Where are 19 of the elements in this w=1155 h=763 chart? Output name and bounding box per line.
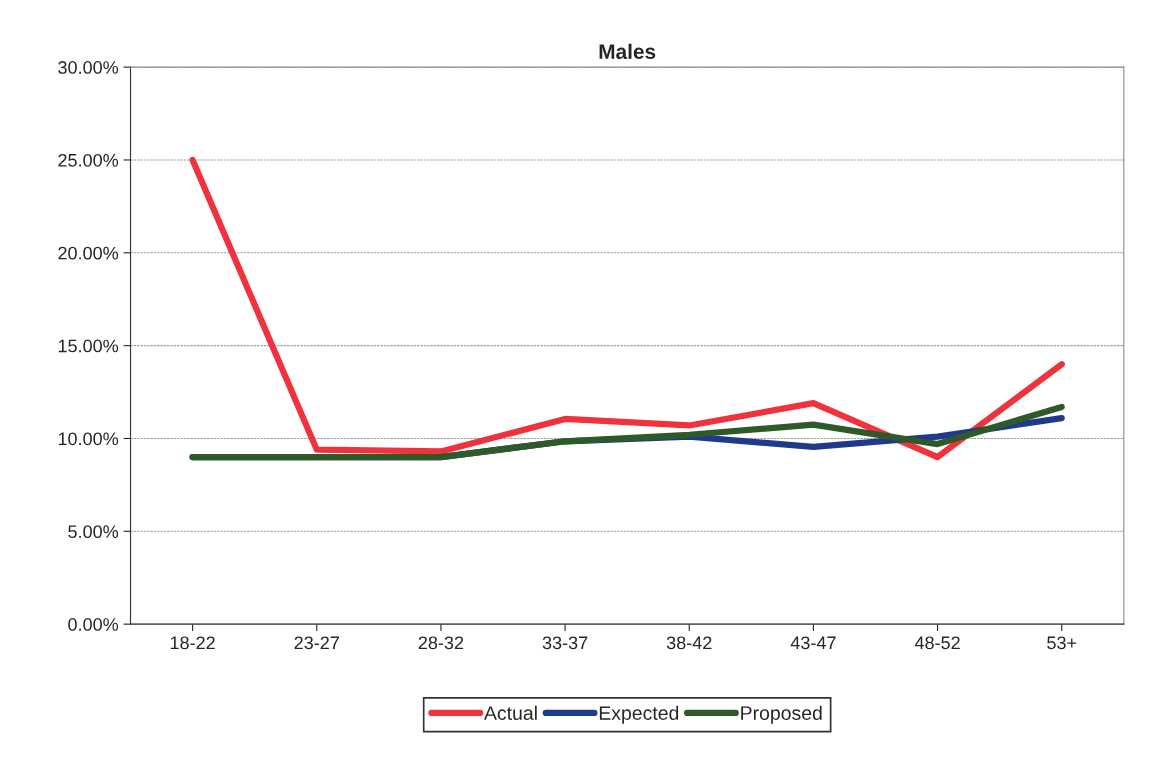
- legend-label: Expected: [599, 705, 679, 724]
- x-tick-label: 18-22: [170, 636, 215, 650]
- y-tick-label: 15.00%: [58, 339, 119, 353]
- legend-label: Proposed: [741, 705, 822, 724]
- x-tick-label: 38-42: [666, 636, 712, 650]
- y-tick-label: 10.00%: [58, 432, 119, 446]
- x-tick-label: 33-37: [542, 636, 588, 650]
- y-tick-label: 0.00%: [68, 618, 119, 631]
- y-tick-label: 25.00%: [58, 153, 119, 167]
- y-tick-label: 5.00%: [68, 525, 119, 539]
- x-tick-label: 23-27: [294, 636, 339, 650]
- x-tick-label: 53+: [1047, 636, 1077, 650]
- legend-label: Actual: [484, 705, 537, 720]
- x-tick-label: 48-52: [914, 636, 960, 650]
- x-tick-label: 43-47: [790, 636, 836, 650]
- y-tick-label: 30.00%: [58, 61, 119, 74]
- x-tick-label: 28-32: [418, 636, 464, 650]
- chart-title: Males: [599, 43, 656, 60]
- y-tick-label: 20.00%: [58, 246, 119, 260]
